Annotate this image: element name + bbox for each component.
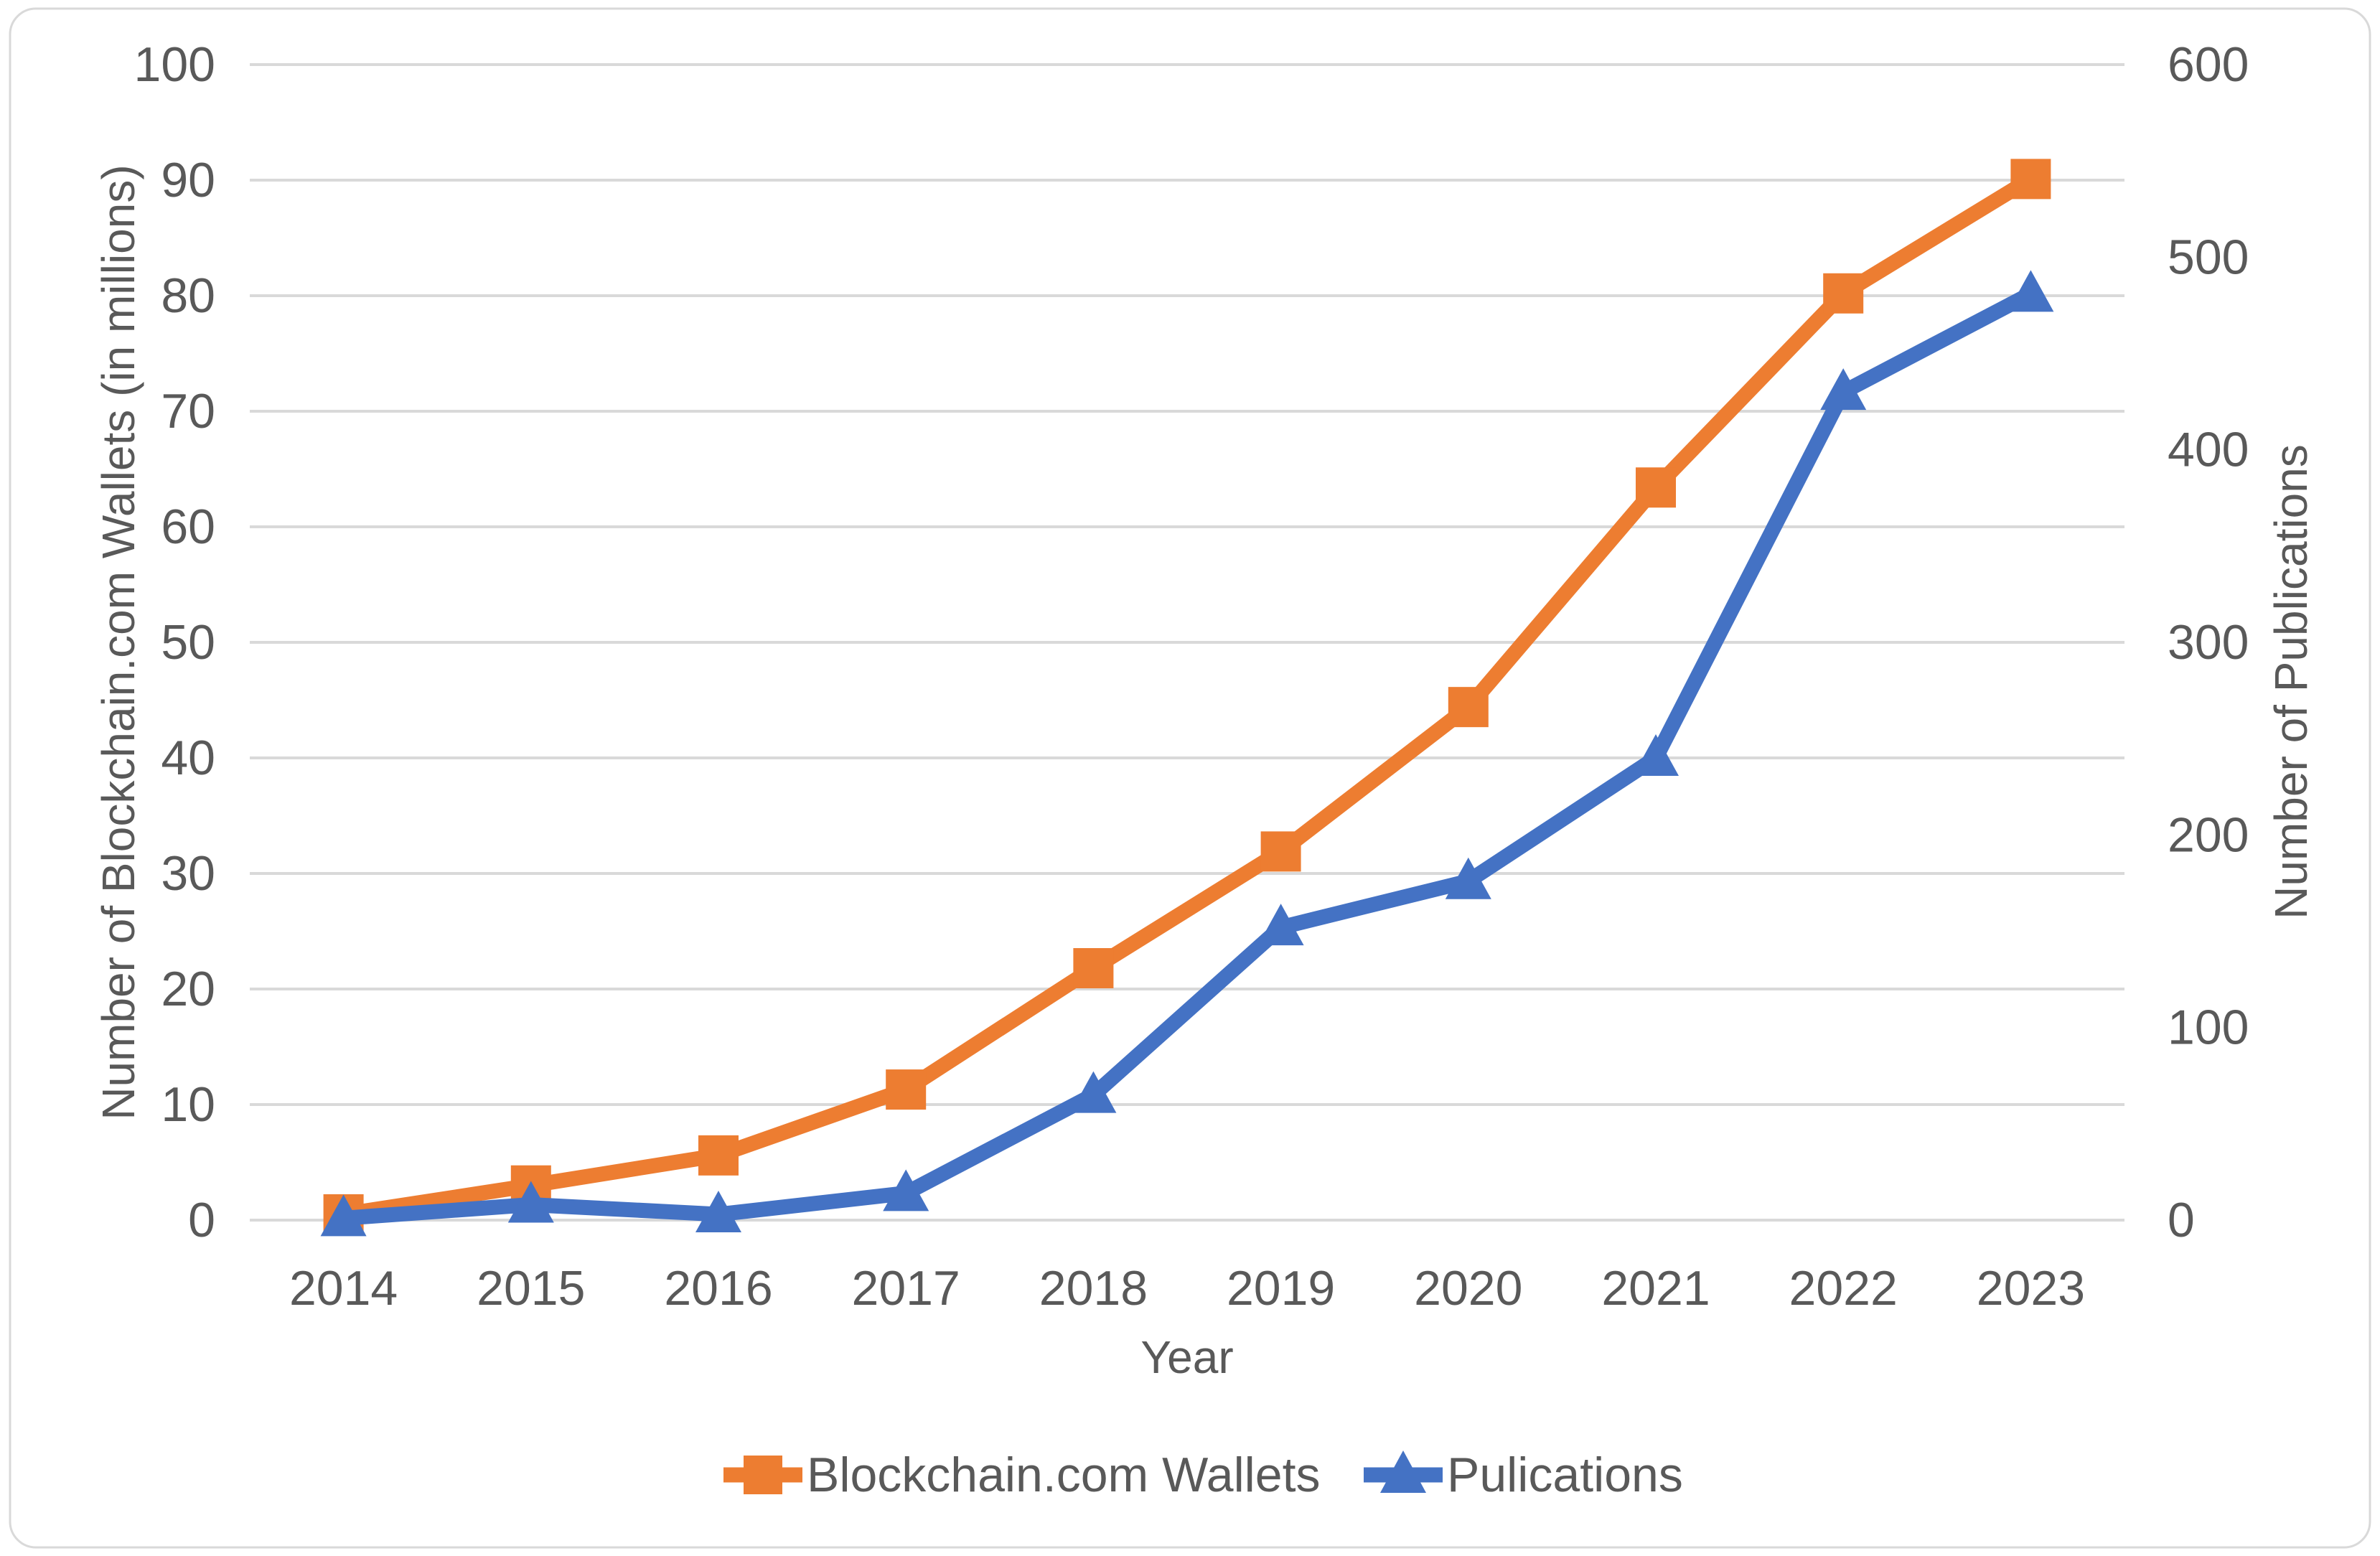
right-axis-tick-label: 300 — [2168, 615, 2249, 670]
data-point-square — [886, 1069, 927, 1110]
right-axis-title: Number of Publications — [2265, 444, 2317, 919]
data-point-square — [1448, 687, 1489, 728]
right-axis-tick-label: 600 — [2168, 37, 2249, 92]
data-point-square — [1073, 948, 1114, 989]
x-axis-tick-label: 2021 — [1601, 1261, 1710, 1316]
left-axis-tick-label: 80 — [161, 268, 215, 323]
data-point-square — [2010, 159, 2051, 200]
right-axis-tick-label: 200 — [2168, 807, 2249, 862]
legend-label-publications: Pulications — [1447, 1448, 1683, 1502]
x-axis-tick-label: 2018 — [1039, 1261, 1148, 1316]
data-point-triangle — [1820, 368, 1867, 411]
data-series-layer — [320, 159, 2054, 1237]
x-axis-tick-labels: 2014 2015 2016 2017 2018 2019 2020 2021 2022 2023 — [289, 1261, 2085, 1316]
x-axis-tick-label: 2015 — [477, 1261, 585, 1316]
data-point-square — [1260, 831, 1301, 872]
gridlines — [250, 63, 2124, 1222]
chart-border — [9, 7, 2371, 1549]
x-axis-tick-label: 2019 — [1227, 1261, 1335, 1316]
data-point-square — [698, 1135, 739, 1176]
left-axis-tick-labels: 0 10 20 30 40 50 60 70 80 90 100 — [134, 37, 215, 1247]
legend-label-wallets: Blockchain.com Wallets — [807, 1448, 1321, 1502]
series-line-square — [336, 171, 2038, 1222]
legend-square-marker-icon — [744, 1456, 782, 1494]
x-axis-title: Year — [1140, 1331, 1233, 1383]
left-axis-tick-label: 70 — [161, 384, 215, 439]
right-axis-tick-label: 0 — [2168, 1193, 2195, 1247]
legend-item-wallets: Blockchain.com Wallets — [723, 1448, 1321, 1502]
right-axis-tick-labels: 0 100 200 300 400 500 600 — [2168, 37, 2249, 1247]
legend-triangle-marker-icon — [1380, 1450, 1426, 1493]
data-point-triangle — [1257, 904, 1304, 946]
left-axis-tick-label: 0 — [188, 1193, 215, 1247]
right-axis-tick-label: 400 — [2168, 423, 2249, 477]
left-axis-title: Number of Blockchain.com Wallets (in mil… — [93, 164, 144, 1120]
legend: Blockchain.com Wallets Pulications — [723, 1448, 1683, 1502]
left-axis-tick-label: 40 — [161, 731, 215, 785]
right-axis-tick-label: 100 — [2168, 1000, 2249, 1055]
data-point-triangle — [1445, 857, 1491, 899]
data-point-triangle — [1070, 1071, 1117, 1113]
data-point-triangle — [507, 1181, 554, 1223]
data-point-square — [1636, 467, 1676, 508]
left-axis-tick-label: 10 — [161, 1077, 215, 1132]
right-axis-tick-label: 500 — [2168, 230, 2249, 284]
data-point-triangle — [883, 1169, 929, 1211]
left-axis-tick-label: 60 — [161, 500, 215, 554]
x-axis-tick-label: 2014 — [289, 1261, 398, 1316]
data-point-triangle — [1633, 734, 1679, 776]
legend-item-publications: Pulications — [1364, 1448, 1683, 1502]
left-axis-tick-label: 90 — [161, 153, 215, 207]
x-axis-tick-label: 2017 — [852, 1261, 960, 1316]
data-point-triangle — [695, 1190, 741, 1232]
left-axis-tick-label: 30 — [161, 846, 215, 901]
data-point-triangle — [320, 1194, 367, 1237]
x-axis-tick-label: 2023 — [1977, 1261, 2085, 1316]
x-axis-tick-label: 2020 — [1414, 1261, 1522, 1316]
left-axis-tick-label: 20 — [161, 962, 215, 1016]
left-axis-tick-label: 50 — [161, 615, 215, 670]
data-point-square — [1823, 273, 1864, 314]
x-axis-tick-label: 2016 — [664, 1261, 772, 1316]
x-axis-tick-label: 2022 — [1789, 1261, 1898, 1316]
series-line-triangle — [336, 286, 2038, 1226]
left-axis-tick-label: 100 — [134, 37, 215, 92]
data-point-triangle — [2007, 270, 2054, 312]
